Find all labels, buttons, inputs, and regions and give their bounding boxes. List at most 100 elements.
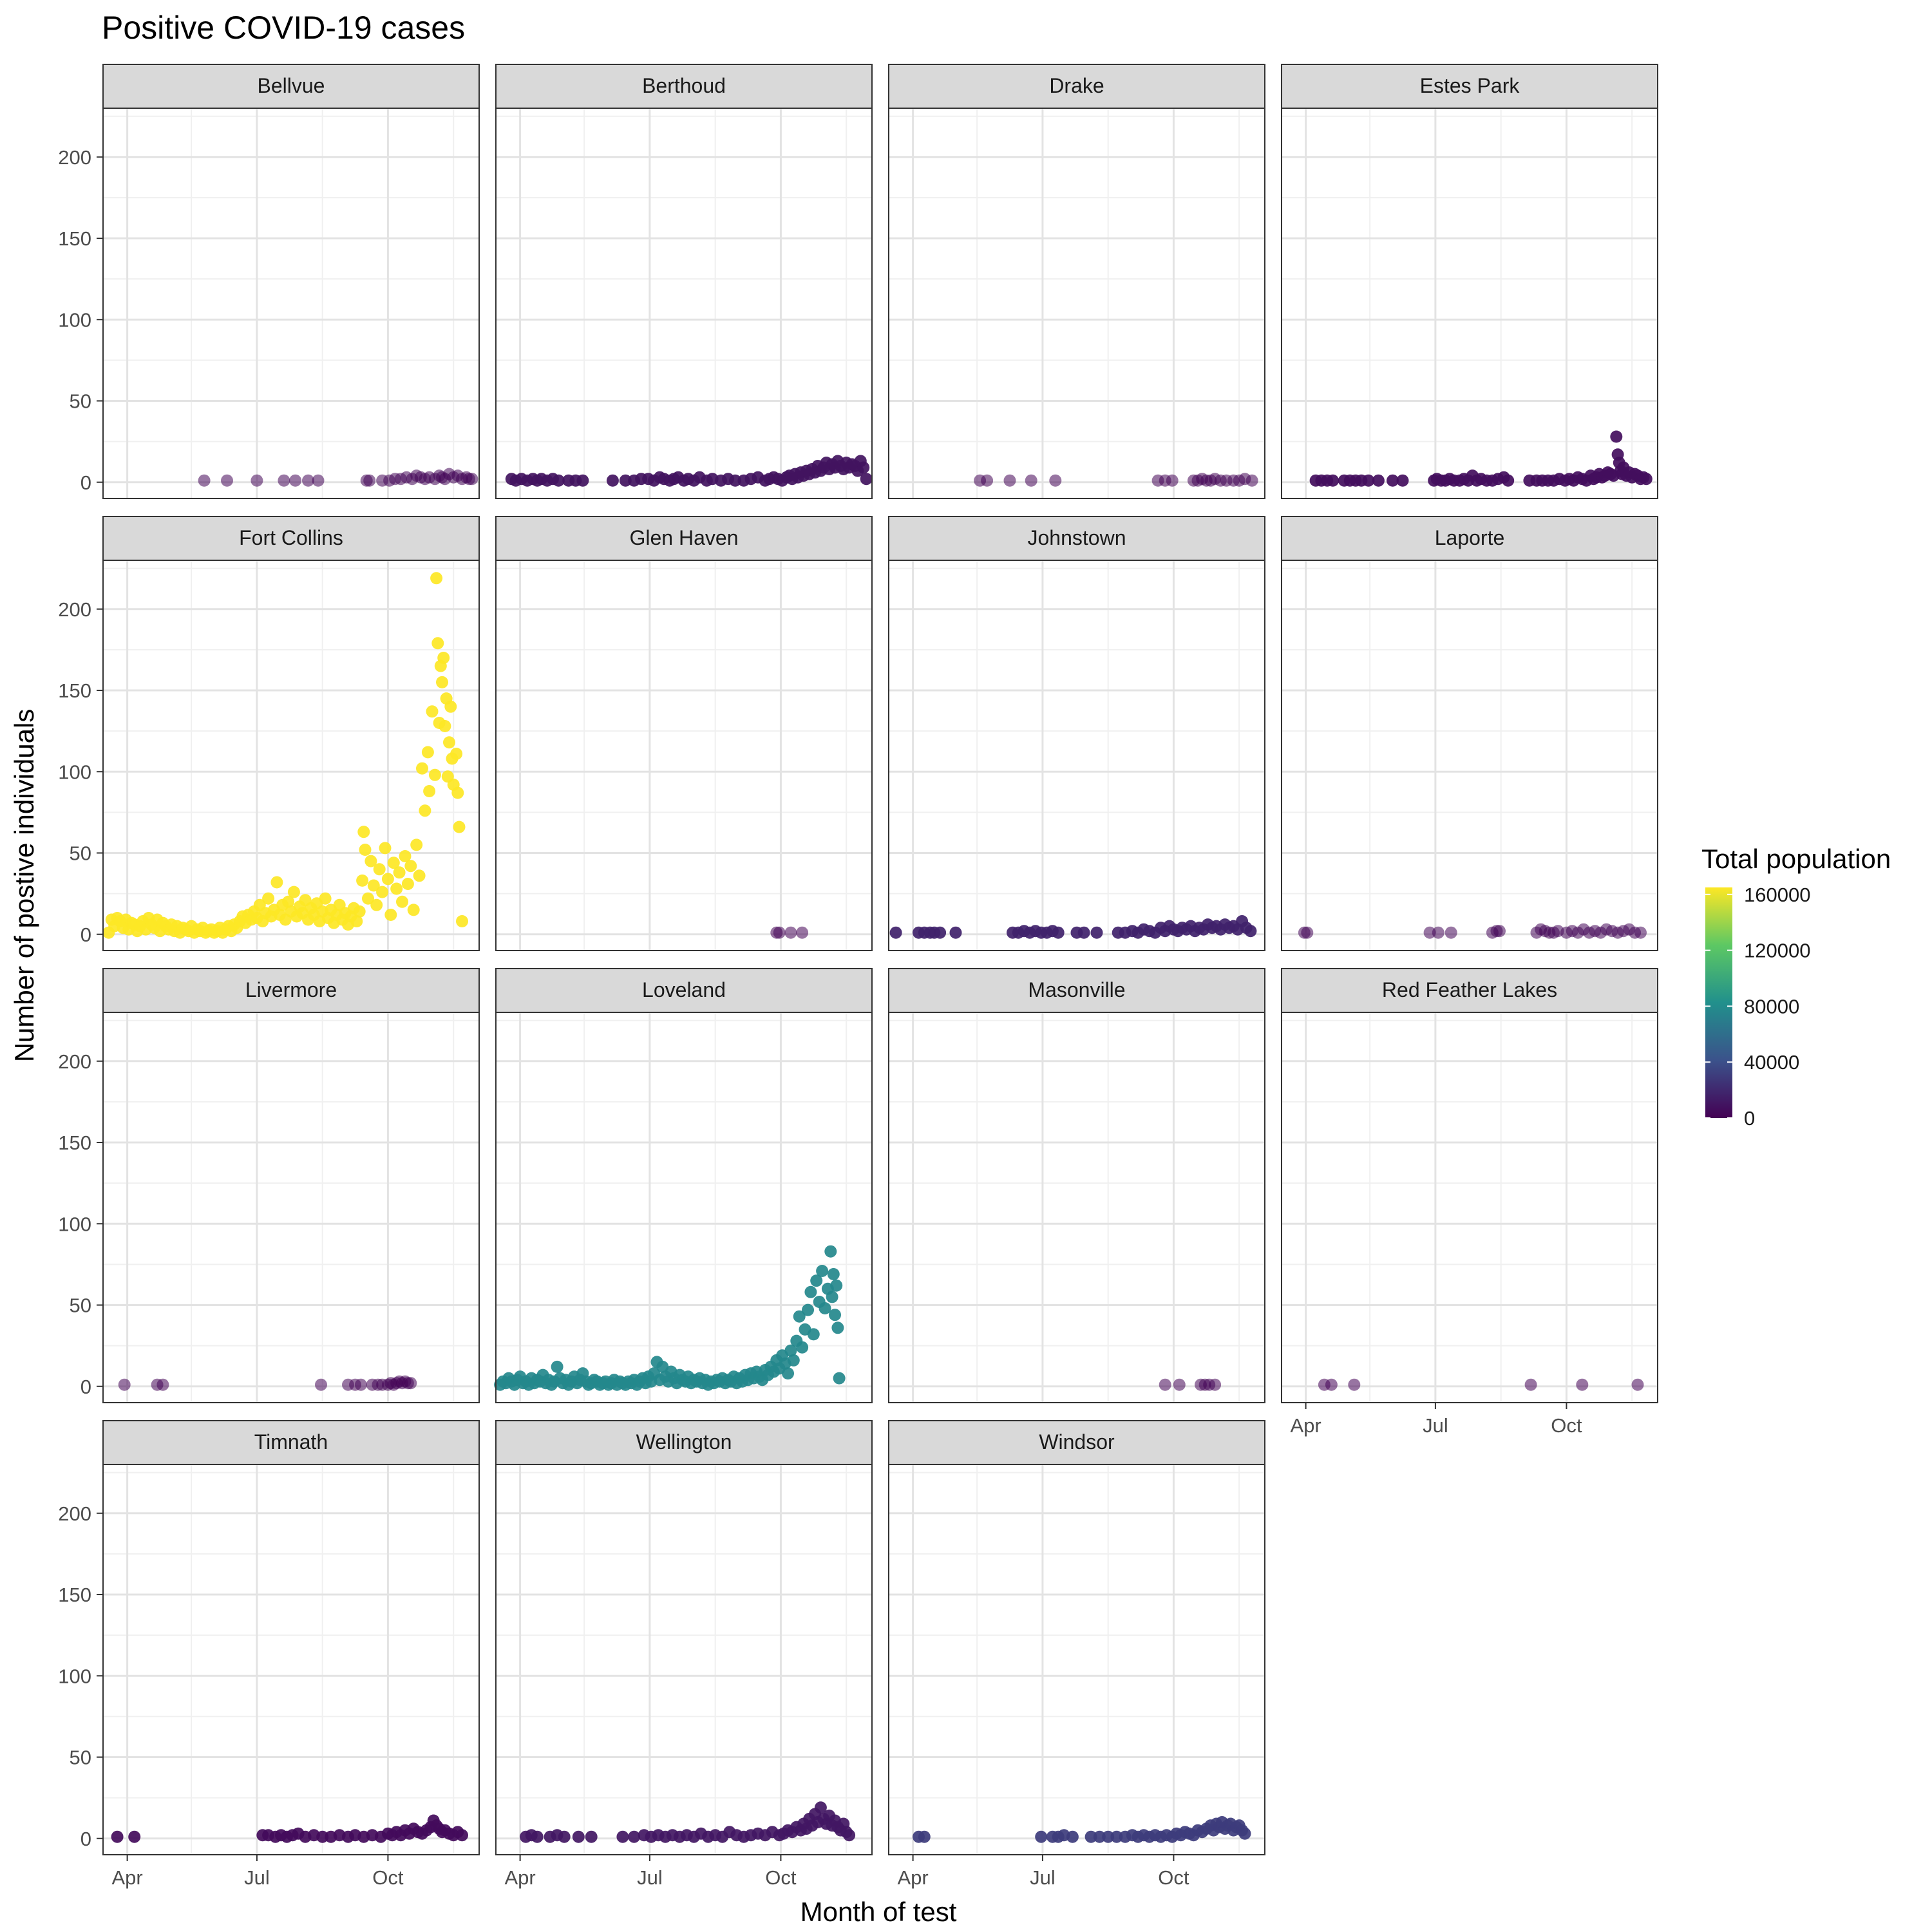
data-point	[431, 637, 444, 650]
legend-tick-label: 0	[1744, 1107, 1755, 1130]
data-point	[198, 474, 211, 487]
data-point	[831, 1321, 844, 1334]
legend-tick-label: 80000	[1744, 995, 1799, 1018]
data-point	[1052, 926, 1065, 939]
facet-strip-label: Fort Collins	[239, 526, 343, 549]
y-tick-label: 50	[70, 390, 91, 413]
data-point	[558, 1830, 571, 1843]
data-point	[416, 762, 428, 775]
data-point	[316, 1830, 329, 1843]
facet-strip	[495, 968, 873, 1013]
data-point	[1610, 430, 1623, 443]
plot-background	[496, 1012, 872, 1403]
facet-strip-label: Estes Park	[1420, 74, 1520, 97]
data-point	[824, 1245, 837, 1258]
facet-masonville: Masonville	[888, 968, 1265, 1403]
data-point	[270, 876, 283, 889]
data-point	[606, 474, 619, 487]
data-point	[1209, 1378, 1222, 1391]
data-point	[1093, 1830, 1106, 1843]
data-point	[1049, 474, 1062, 487]
panel-border	[102, 560, 480, 951]
facet-strip	[102, 516, 480, 561]
data-point	[393, 866, 406, 879]
data-point	[362, 892, 374, 905]
data-point	[302, 474, 314, 487]
data-point	[410, 838, 423, 851]
data-point	[1524, 1378, 1537, 1391]
y-tick-label: 50	[70, 842, 91, 865]
facet-drake: Drake	[888, 64, 1265, 499]
data-point	[365, 855, 377, 867]
data-point	[262, 892, 275, 905]
data-point	[437, 652, 450, 664]
plot-background	[1282, 560, 1658, 951]
facet-johnstown: Johnstown	[888, 516, 1265, 951]
plot-background	[496, 1464, 872, 1855]
data-point	[784, 926, 797, 939]
data-point	[381, 873, 394, 886]
data-point	[1640, 473, 1653, 486]
x-axis-label: Month of test	[800, 1897, 957, 1927]
plot-background	[1282, 108, 1658, 498]
facet-strip	[888, 64, 1265, 109]
data-point	[1003, 474, 1016, 487]
data-point	[436, 676, 448, 688]
y-tick-label: 50	[70, 1747, 91, 1769]
y-tick-label: 50	[70, 1294, 91, 1317]
facet-laporte: Laporte	[1281, 516, 1658, 951]
data-point	[450, 748, 463, 760]
x-tick-label: Jul	[244, 1866, 270, 1889]
data-point	[363, 474, 376, 487]
legend-tick-label: 40000	[1744, 1051, 1799, 1074]
data-point	[802, 1303, 814, 1316]
y-tick-label: 0	[80, 1376, 91, 1398]
legend-colorbar	[1705, 887, 1732, 1118]
data-point	[399, 850, 412, 862]
data-point	[807, 1328, 820, 1341]
panel-border	[102, 1464, 480, 1855]
legend-ticks: 0 40000 80000 120000 160000	[1705, 884, 1810, 1130]
data-point	[367, 879, 380, 892]
data-point	[444, 700, 457, 713]
x-tick-label: Apr	[1290, 1414, 1321, 1437]
y-tick-label: 0	[80, 471, 91, 494]
data-point	[1576, 1378, 1589, 1391]
panel-border	[495, 108, 873, 499]
y-tick-label: 100	[58, 308, 91, 331]
facet-fort-collins: Fort Collins 0 50 100 150 200	[58, 516, 480, 951]
data-point	[1634, 926, 1647, 939]
data-point	[384, 909, 397, 921]
data-point	[407, 904, 420, 916]
plot-background	[1282, 1012, 1658, 1403]
panel-border	[495, 1464, 873, 1855]
data-point	[404, 860, 417, 873]
data-point	[118, 1378, 131, 1391]
facet-strip	[102, 968, 480, 1013]
data-point	[128, 1830, 141, 1843]
x-tick-label: Apr	[504, 1866, 535, 1889]
x-tick-label: Jul	[1030, 1866, 1056, 1889]
data-point	[934, 926, 947, 939]
data-point	[810, 1274, 823, 1287]
facet-berthoud: Berthoud	[495, 64, 873, 499]
facet-strip-label: Loveland	[642, 978, 726, 1001]
x-tick-label: Jul	[1423, 1414, 1448, 1437]
data-point	[585, 1830, 598, 1843]
data-point	[319, 892, 332, 905]
legend-tick-label: 160000	[1744, 884, 1810, 906]
data-point	[1387, 474, 1399, 487]
plot-background	[496, 560, 872, 951]
plot-background	[103, 1012, 479, 1403]
data-point	[426, 705, 439, 718]
data-point	[1432, 926, 1444, 939]
data-point	[830, 1279, 843, 1292]
data-point	[111, 1830, 124, 1843]
data-point	[413, 869, 426, 882]
facet-strip	[102, 1420, 480, 1465]
y-tick-label: 0	[80, 1828, 91, 1850]
data-point	[387, 857, 400, 869]
data-point	[1077, 926, 1090, 939]
data-point	[350, 915, 363, 927]
facet-strip-label: Glen Haven	[630, 526, 739, 549]
